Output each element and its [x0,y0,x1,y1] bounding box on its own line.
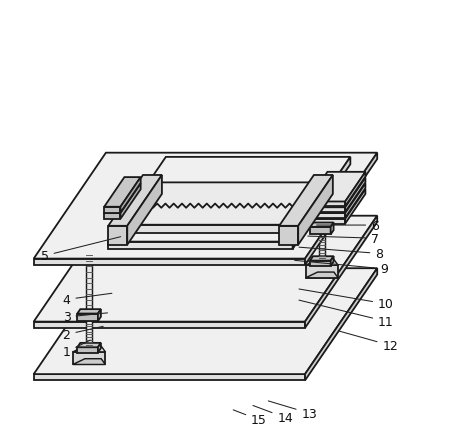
Text: 7: 7 [308,232,379,245]
Polygon shape [104,184,141,214]
Polygon shape [330,257,334,266]
Text: 1: 1 [63,340,90,359]
Polygon shape [293,158,350,249]
Polygon shape [307,214,345,218]
Polygon shape [330,223,334,235]
Polygon shape [310,223,334,227]
Text: 14: 14 [253,406,293,424]
Text: 15: 15 [233,410,267,426]
Polygon shape [34,268,377,374]
Polygon shape [117,183,325,225]
Polygon shape [108,158,350,242]
Polygon shape [310,261,330,266]
Text: 5: 5 [40,237,121,263]
Polygon shape [73,352,105,365]
Polygon shape [279,176,333,226]
Polygon shape [307,202,345,207]
Polygon shape [306,272,338,278]
Polygon shape [305,216,377,328]
Text: 2: 2 [63,327,103,341]
Polygon shape [345,173,365,207]
Polygon shape [104,207,120,213]
Polygon shape [307,184,365,214]
Polygon shape [73,359,105,365]
Polygon shape [305,268,377,381]
Text: 4: 4 [63,293,112,306]
Text: 9: 9 [295,261,388,276]
Polygon shape [345,184,365,218]
Polygon shape [34,259,305,265]
Polygon shape [319,232,325,259]
Text: 10: 10 [299,290,394,311]
Polygon shape [310,227,330,235]
Polygon shape [98,343,101,353]
Polygon shape [108,242,293,249]
Polygon shape [108,176,162,226]
Polygon shape [279,226,298,245]
Polygon shape [98,309,101,321]
Polygon shape [307,208,345,212]
Polygon shape [120,184,141,219]
Polygon shape [307,173,365,202]
Polygon shape [345,178,365,212]
Polygon shape [305,153,377,265]
Polygon shape [104,178,141,207]
Text: 8: 8 [299,247,384,261]
Polygon shape [127,176,162,245]
Text: 13: 13 [268,401,317,420]
Polygon shape [77,343,101,347]
Polygon shape [310,257,334,261]
Polygon shape [34,374,305,381]
Polygon shape [307,219,345,224]
Text: 6: 6 [317,219,379,232]
Text: 11: 11 [299,300,394,328]
Polygon shape [319,169,325,225]
Polygon shape [77,314,98,321]
Polygon shape [77,309,101,314]
Polygon shape [117,225,296,233]
Text: 12: 12 [338,331,398,352]
Polygon shape [34,322,305,328]
Polygon shape [306,260,338,265]
Polygon shape [34,216,377,322]
Polygon shape [104,214,120,219]
Polygon shape [296,183,325,233]
Text: 3: 3 [63,311,108,324]
Polygon shape [73,346,105,352]
Polygon shape [34,153,377,259]
Polygon shape [306,265,338,278]
Polygon shape [77,347,98,353]
Polygon shape [108,226,127,245]
Polygon shape [86,256,92,311]
Polygon shape [120,178,141,213]
Polygon shape [86,318,92,345]
Polygon shape [307,178,365,208]
Polygon shape [298,176,333,245]
Polygon shape [307,190,365,219]
Polygon shape [345,190,365,224]
